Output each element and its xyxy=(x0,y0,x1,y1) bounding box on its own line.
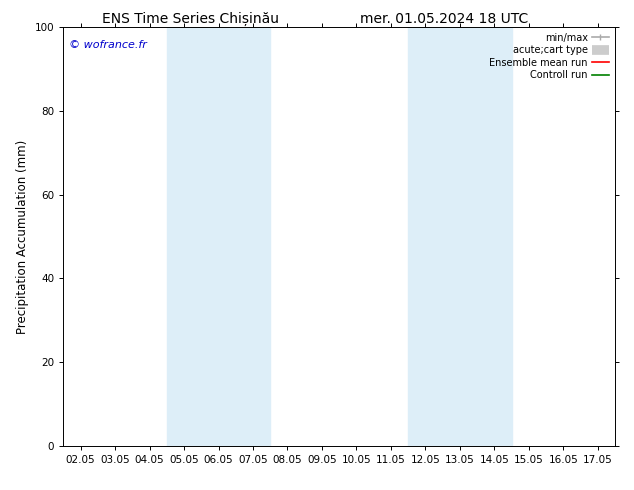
Bar xyxy=(167,27,270,446)
Text: ENS Time Series Chișinău: ENS Time Series Chișinău xyxy=(101,12,279,26)
Text: © wofrance.fr: © wofrance.fr xyxy=(69,40,147,49)
Y-axis label: Precipitation Accumulation (mm): Precipitation Accumulation (mm) xyxy=(16,139,29,334)
Text: mer. 01.05.2024 18 UTC: mer. 01.05.2024 18 UTC xyxy=(359,12,528,26)
Legend: min/max, acute;cart type, Ensemble mean run, Controll run: min/max, acute;cart type, Ensemble mean … xyxy=(486,30,612,83)
Bar xyxy=(408,27,512,446)
